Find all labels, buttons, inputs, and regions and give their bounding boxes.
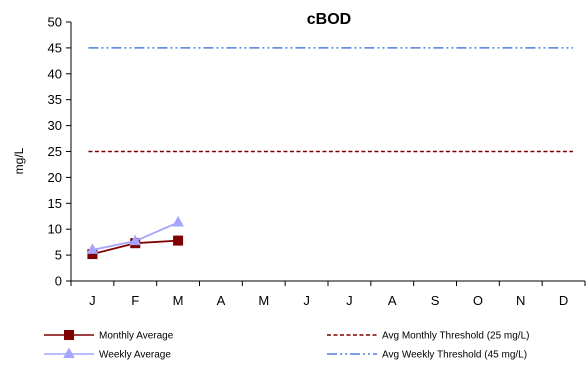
legend-entry: Monthly Average [44, 330, 174, 342]
y-tick-label: 10 [48, 222, 62, 237]
legend-swatch-marker [63, 347, 75, 358]
y-tick-label: 40 [48, 66, 62, 81]
y-tick-label: 0 [55, 274, 62, 289]
legend-entry: Avg Monthly Threshold (25 mg/L) [327, 331, 529, 342]
data-point [173, 235, 184, 246]
x-tick-label: M [258, 293, 269, 308]
x-tick-label: N [516, 293, 525, 308]
x-tick-label: A [388, 293, 397, 308]
legend: Monthly Average Weekly Average Avg Monthly… [44, 330, 529, 361]
axes: 0 5 10 15 20 25 30 35 40 45 50 J F M A M J J A S O N D [48, 15, 586, 308]
legend-entry: Weekly Average [44, 347, 171, 361]
y-tick-label: 25 [48, 144, 62, 159]
x-tick-label: J [303, 293, 310, 308]
series-layer [86, 47, 573, 260]
legend-label: Monthly Average [99, 331, 174, 342]
legend-swatch-marker [64, 330, 74, 340]
x-tick-label: O [473, 293, 483, 308]
y-tick-label: 50 [48, 15, 62, 30]
y-tick-label: 35 [48, 92, 62, 107]
legend-label: Avg Weekly Threshold (45 mg/L) [382, 350, 527, 361]
x-tick-label: S [431, 293, 440, 308]
legend-label: Weekly Average [99, 350, 171, 361]
x-tick-label: M [173, 293, 184, 308]
y-axis-label: mg/L [12, 147, 26, 174]
x-tick-label: J [346, 293, 353, 308]
y-tick-label: 15 [48, 196, 62, 211]
x-tick-label: F [131, 293, 139, 308]
series-1 [86, 215, 184, 254]
legend-entry: Avg Weekly Threshold (45 mg/L) [327, 350, 527, 361]
y-tick-label: 30 [48, 118, 62, 133]
data-point [129, 234, 142, 246]
y-tick-label: 5 [55, 248, 62, 263]
y-tick-label: 20 [48, 170, 62, 185]
x-tick-label: A [217, 293, 226, 308]
data-point [172, 215, 184, 227]
x-tick-label: D [559, 293, 568, 308]
y-tick-label: 45 [48, 40, 62, 55]
x-tick-label: J [89, 293, 96, 308]
data-point [86, 243, 99, 254]
chart-title: cBOD [307, 11, 351, 28]
legend-label: Avg Monthly Threshold (25 mg/L) [382, 331, 529, 342]
